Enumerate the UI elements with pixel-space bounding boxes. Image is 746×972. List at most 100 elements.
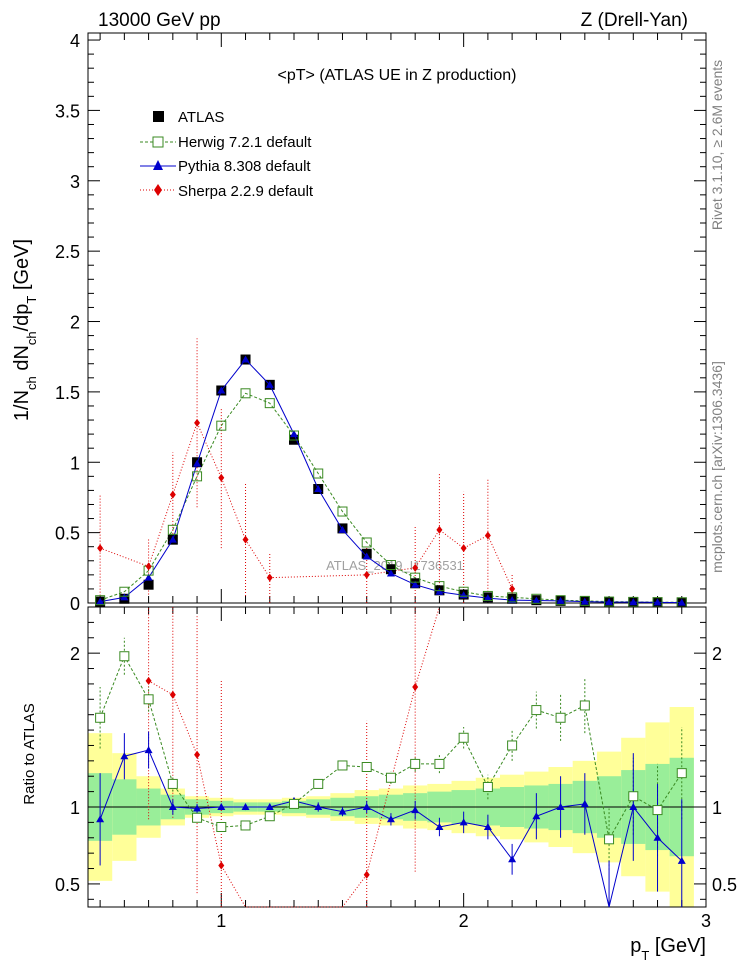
pythia-data-point — [314, 485, 323, 492]
herwig-data-point — [192, 471, 203, 482]
herwig-data-point — [240, 388, 251, 399]
ratio-x-tick-label: 1 — [216, 911, 226, 931]
legend-marker-pythia — [153, 160, 163, 170]
pythia-ratio-point — [532, 812, 541, 820]
main-y-tick-label: 0.5 — [55, 524, 80, 544]
pythia-ratio-point — [677, 856, 686, 864]
main-y-tick-label: 3.5 — [55, 101, 80, 121]
main-y-tick-label: 4 — [70, 31, 80, 51]
pythia-ratio-point — [217, 803, 226, 810]
legend: ATLAS Herwig 7.2.1 default Pythia 8.308 … — [140, 109, 314, 200]
ratio-y-tick-label-right: 1 — [712, 798, 722, 818]
herwig-data-point — [434, 581, 445, 592]
pythia-ratio-point — [580, 799, 589, 807]
herwig-ratio-point — [143, 694, 154, 705]
pythia-ratio-point — [338, 807, 347, 815]
herwig-ratio-point — [264, 811, 275, 822]
pythia-ratio-point — [411, 806, 420, 814]
pythia-ratio-point — [193, 804, 202, 812]
sherpa-data-point — [266, 573, 273, 582]
sherpa-ratio-line — [148, 606, 440, 908]
pythia-data-point — [386, 569, 395, 577]
pythia-ratio-point — [435, 823, 444, 830]
main-y-axis: 0 0.5 1 1.5 2 2.5 3 3.5 4 — [55, 31, 706, 614]
sherpa-data-point — [412, 563, 419, 572]
x-axis-label: pT [GeV] — [630, 935, 706, 963]
herwig-ratio-point — [652, 805, 663, 816]
ratio-x-tick-label: 2 — [459, 911, 469, 931]
main-y-tick-label: 1.5 — [55, 383, 80, 403]
pythia-data-point — [290, 430, 298, 438]
sherpa-ratio-point — [363, 870, 370, 879]
legend-label-pythia: Pythia 8.308 default — [178, 158, 311, 175]
header-right-label: Z (Drell-Yan) — [581, 10, 688, 31]
pythia-ratio-point — [314, 803, 323, 810]
herwig-data-point — [216, 420, 227, 431]
pythia-ratio-point — [265, 803, 274, 810]
pythia-data-point — [241, 355, 250, 363]
pythia-ratio-point — [168, 803, 177, 810]
ratio-y-tick-label: 0.5 — [55, 875, 80, 895]
herwig-ratio-point — [482, 782, 493, 792]
legend-label-sherpa: Sherpa 2.2.9 default — [178, 183, 314, 200]
sherpa-data-point — [363, 570, 370, 579]
herwig-ratio-point — [579, 700, 590, 711]
main-data-marks — [95, 338, 687, 608]
herwig-data-point — [458, 586, 469, 597]
sherpa-ratio-point — [169, 690, 176, 699]
pythia-data-point — [411, 580, 420, 588]
herwig-ratio-point — [216, 822, 227, 832]
herwig-ratio-point — [555, 712, 566, 723]
pythia-ratio-point — [483, 823, 492, 830]
main-y-tick-label: 2.5 — [55, 242, 80, 262]
pythia-data-point — [338, 525, 347, 533]
sherpa-data-point — [218, 473, 225, 482]
pythia-data-point — [629, 598, 638, 606]
sherpa-data-point — [484, 531, 491, 540]
legend-marker-sherpa — [154, 184, 162, 196]
ratio-y-tick-label: 2 — [70, 644, 80, 664]
rivet-side-label: Rivet 3.1.10, ≥ 2.6M events — [709, 60, 725, 230]
atlas-data-point — [143, 579, 154, 590]
legend-marker-atlas — [153, 111, 164, 122]
main-title: <pT> (ATLAS UE in Z production) — [278, 67, 517, 84]
pythia-data-point — [193, 459, 202, 467]
herwig-data-point — [313, 468, 324, 479]
pythia-ratio-point — [144, 746, 153, 754]
herwig-data-point — [628, 596, 639, 607]
pythia-ratio-point — [96, 815, 105, 823]
herwig-ratio-point — [604, 834, 615, 845]
pythia-data-point — [362, 552, 371, 560]
ratio-y-tick-label-right: 2 — [712, 644, 722, 664]
ratio-panel: 0.5 0.5 1 1 2 2 1 2 3 — [55, 606, 737, 931]
herwig-data-point — [289, 430, 299, 441]
herwig-data-point — [531, 593, 542, 604]
header-left-label: 13000 GeV pp — [98, 10, 221, 31]
pythia-data-point — [532, 596, 541, 604]
sherpa-data-point — [145, 562, 152, 571]
sherpa-data-point — [242, 535, 249, 544]
legend-label-herwig: Herwig 7.2.1 default — [178, 134, 312, 151]
pythia-data-point — [168, 535, 177, 543]
pythia-data-point — [653, 598, 662, 606]
pythia-data-point — [120, 593, 129, 601]
pythia-data-point — [677, 598, 686, 606]
pythia-data-point — [265, 380, 274, 388]
herwig-ratio-point — [385, 772, 396, 783]
pythia-ratio-point — [241, 803, 250, 810]
herwig-ratio-point — [628, 791, 639, 802]
sherpa-data-point — [436, 525, 443, 534]
pythia-data-point — [96, 597, 105, 605]
herwig-data-point — [119, 586, 130, 597]
herwig-ratio-point — [313, 778, 324, 789]
mcplots-side-label: mcplots.cern.ch [arXiv:1306.3436] — [709, 361, 725, 573]
herwig-data-point — [167, 524, 178, 535]
sherpa-ratio-point — [218, 861, 225, 870]
sherpa-data-point — [509, 584, 516, 593]
sherpa-data-point — [169, 490, 176, 499]
pythia-ratio-point — [362, 803, 371, 810]
legend-label-atlas: ATLAS — [178, 109, 224, 126]
herwig-ratio-point — [531, 705, 542, 716]
herwig-data-point — [264, 398, 275, 409]
